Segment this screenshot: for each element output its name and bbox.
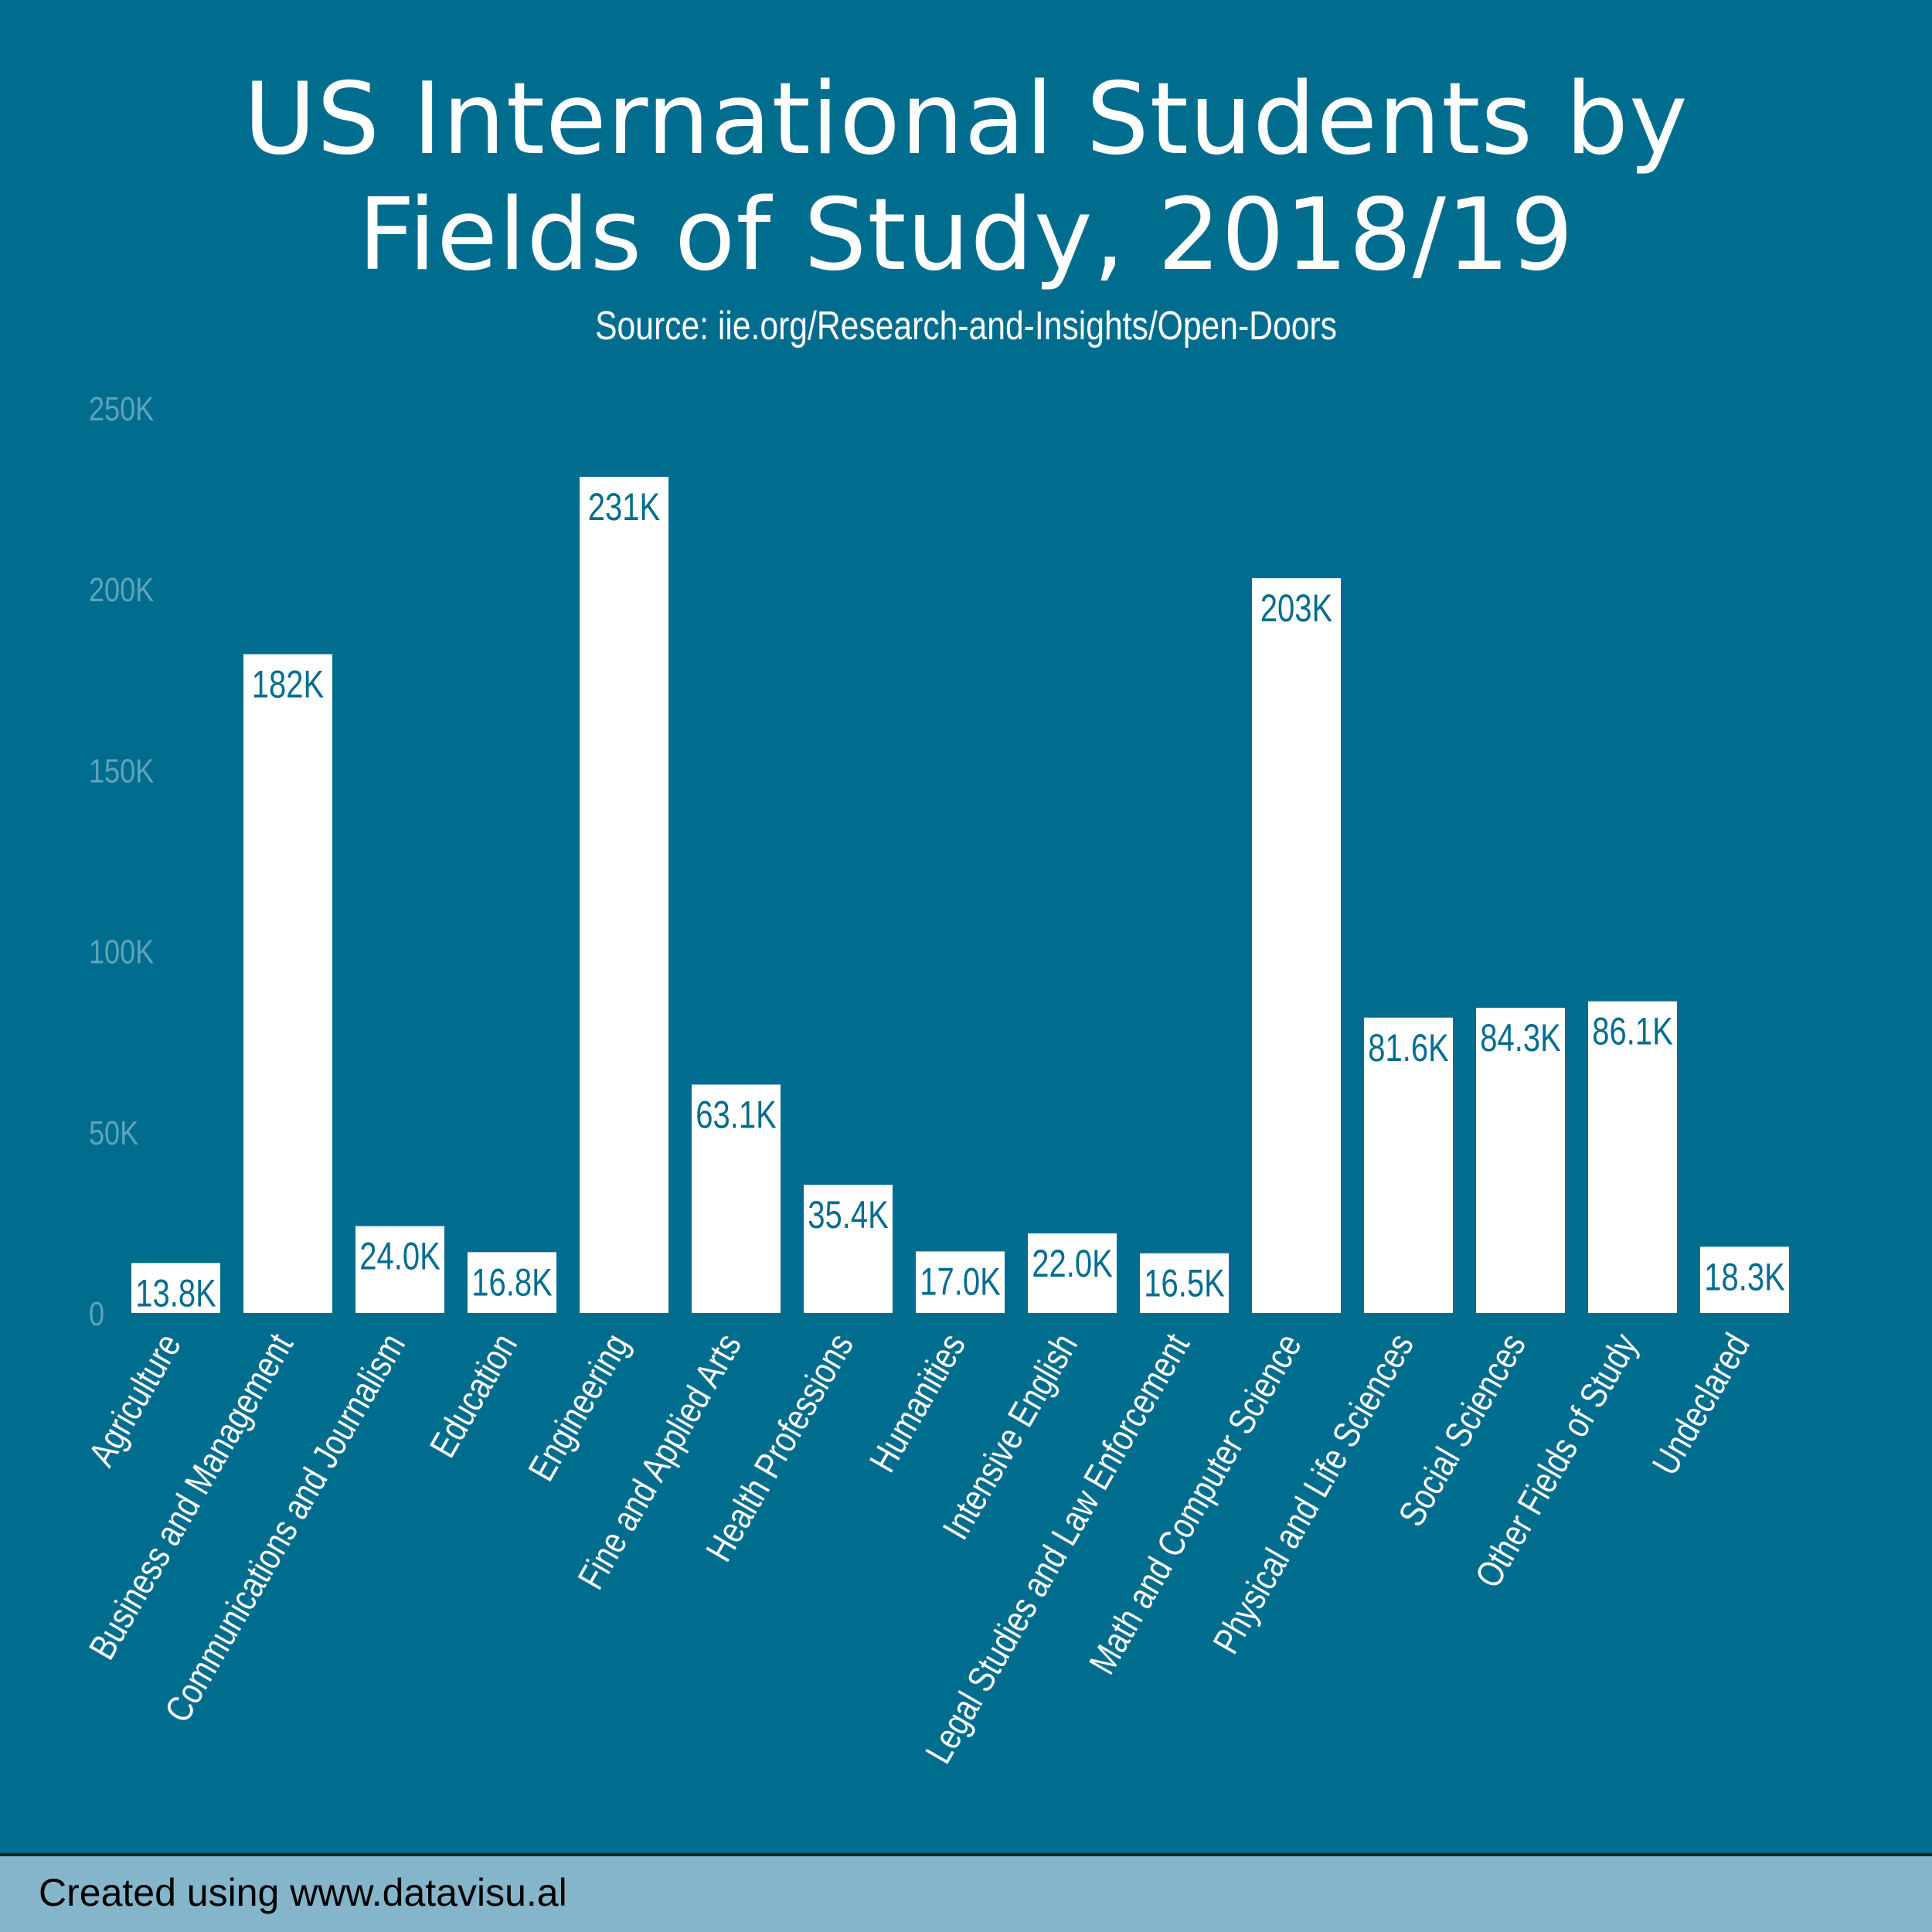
chart-subtitle: Source: iie.org/Research-and-Insights/Op…	[595, 304, 1337, 349]
data-label: 182K	[252, 662, 324, 706]
category-label: Physical and Life Sciences	[1206, 1327, 1422, 1661]
category-label: Math and Computer Science	[1081, 1327, 1310, 1682]
data-labels: 13.8K 182K 24.0K 16.8K 231K 63.1K 35.4K 17.0K 22…	[135, 485, 1785, 1315]
data-label: 13.8K	[135, 1271, 216, 1315]
bars	[131, 476, 1789, 1313]
data-label: 81.6K	[1368, 1026, 1449, 1070]
bar	[355, 1226, 444, 1313]
y-tick-label: 200K	[89, 571, 154, 609]
chart-title: US International Students by Fields of S…	[0, 62, 1932, 294]
data-label: 203K	[1260, 587, 1332, 630]
category-label: Engineering	[521, 1327, 638, 1488]
bar	[804, 1185, 893, 1313]
data-label: 84.3K	[1480, 1016, 1561, 1060]
data-label: 18.3K	[1704, 1255, 1785, 1298]
chart-title-line-1: US International Students by	[243, 62, 1689, 177]
category-label: Undeclared	[1645, 1327, 1758, 1482]
category-label: Humanities	[862, 1327, 974, 1479]
category-label: Agriculture	[81, 1327, 189, 1474]
y-tick-label: 150K	[89, 752, 154, 790]
category-label: Business and Management	[81, 1327, 301, 1667]
chart-title-line-2: Fields of Study, 2018/19	[358, 178, 1574, 293]
footer: Created using www.datavisu.al	[0, 1853, 1932, 1932]
bar	[916, 1251, 1005, 1313]
data-label: 24.0K	[359, 1234, 440, 1277]
bar	[1140, 1253, 1229, 1313]
y-tick-label: 0	[89, 1295, 104, 1333]
footer-credit: Created using www.datavisu.al	[39, 1871, 567, 1914]
y-tick-label: 50K	[89, 1114, 138, 1151]
y-axis: 0 50K 100K 150K 200K 250K	[89, 390, 154, 1333]
data-label: 16.8K	[471, 1260, 553, 1304]
bar	[1252, 578, 1341, 1313]
y-tick-label: 100K	[89, 933, 154, 971]
bar	[1028, 1233, 1117, 1313]
bar	[131, 1263, 220, 1313]
data-label: 86.1K	[1592, 1009, 1673, 1053]
data-label: 17.0K	[920, 1260, 1001, 1303]
bar	[243, 654, 332, 1313]
bar-chart: 0 50K 100K 150K 200K 250K 13.8K 182K 24.0K 16.8K…	[81, 390, 1789, 1770]
bar	[468, 1252, 556, 1313]
data-label: 16.5K	[1144, 1261, 1225, 1304]
y-tick-label: 250K	[89, 390, 154, 428]
bar	[580, 476, 668, 1313]
data-label: 35.4K	[808, 1193, 889, 1236]
bar	[1588, 1001, 1677, 1313]
data-label: 231K	[588, 485, 660, 529]
category-label: Education	[422, 1327, 526, 1464]
bar	[1700, 1247, 1789, 1313]
bar	[1364, 1017, 1453, 1313]
bar	[1476, 1008, 1565, 1313]
data-label: 22.0K	[1032, 1242, 1113, 1285]
data-label: 63.1K	[696, 1093, 777, 1136]
bar	[692, 1084, 781, 1313]
